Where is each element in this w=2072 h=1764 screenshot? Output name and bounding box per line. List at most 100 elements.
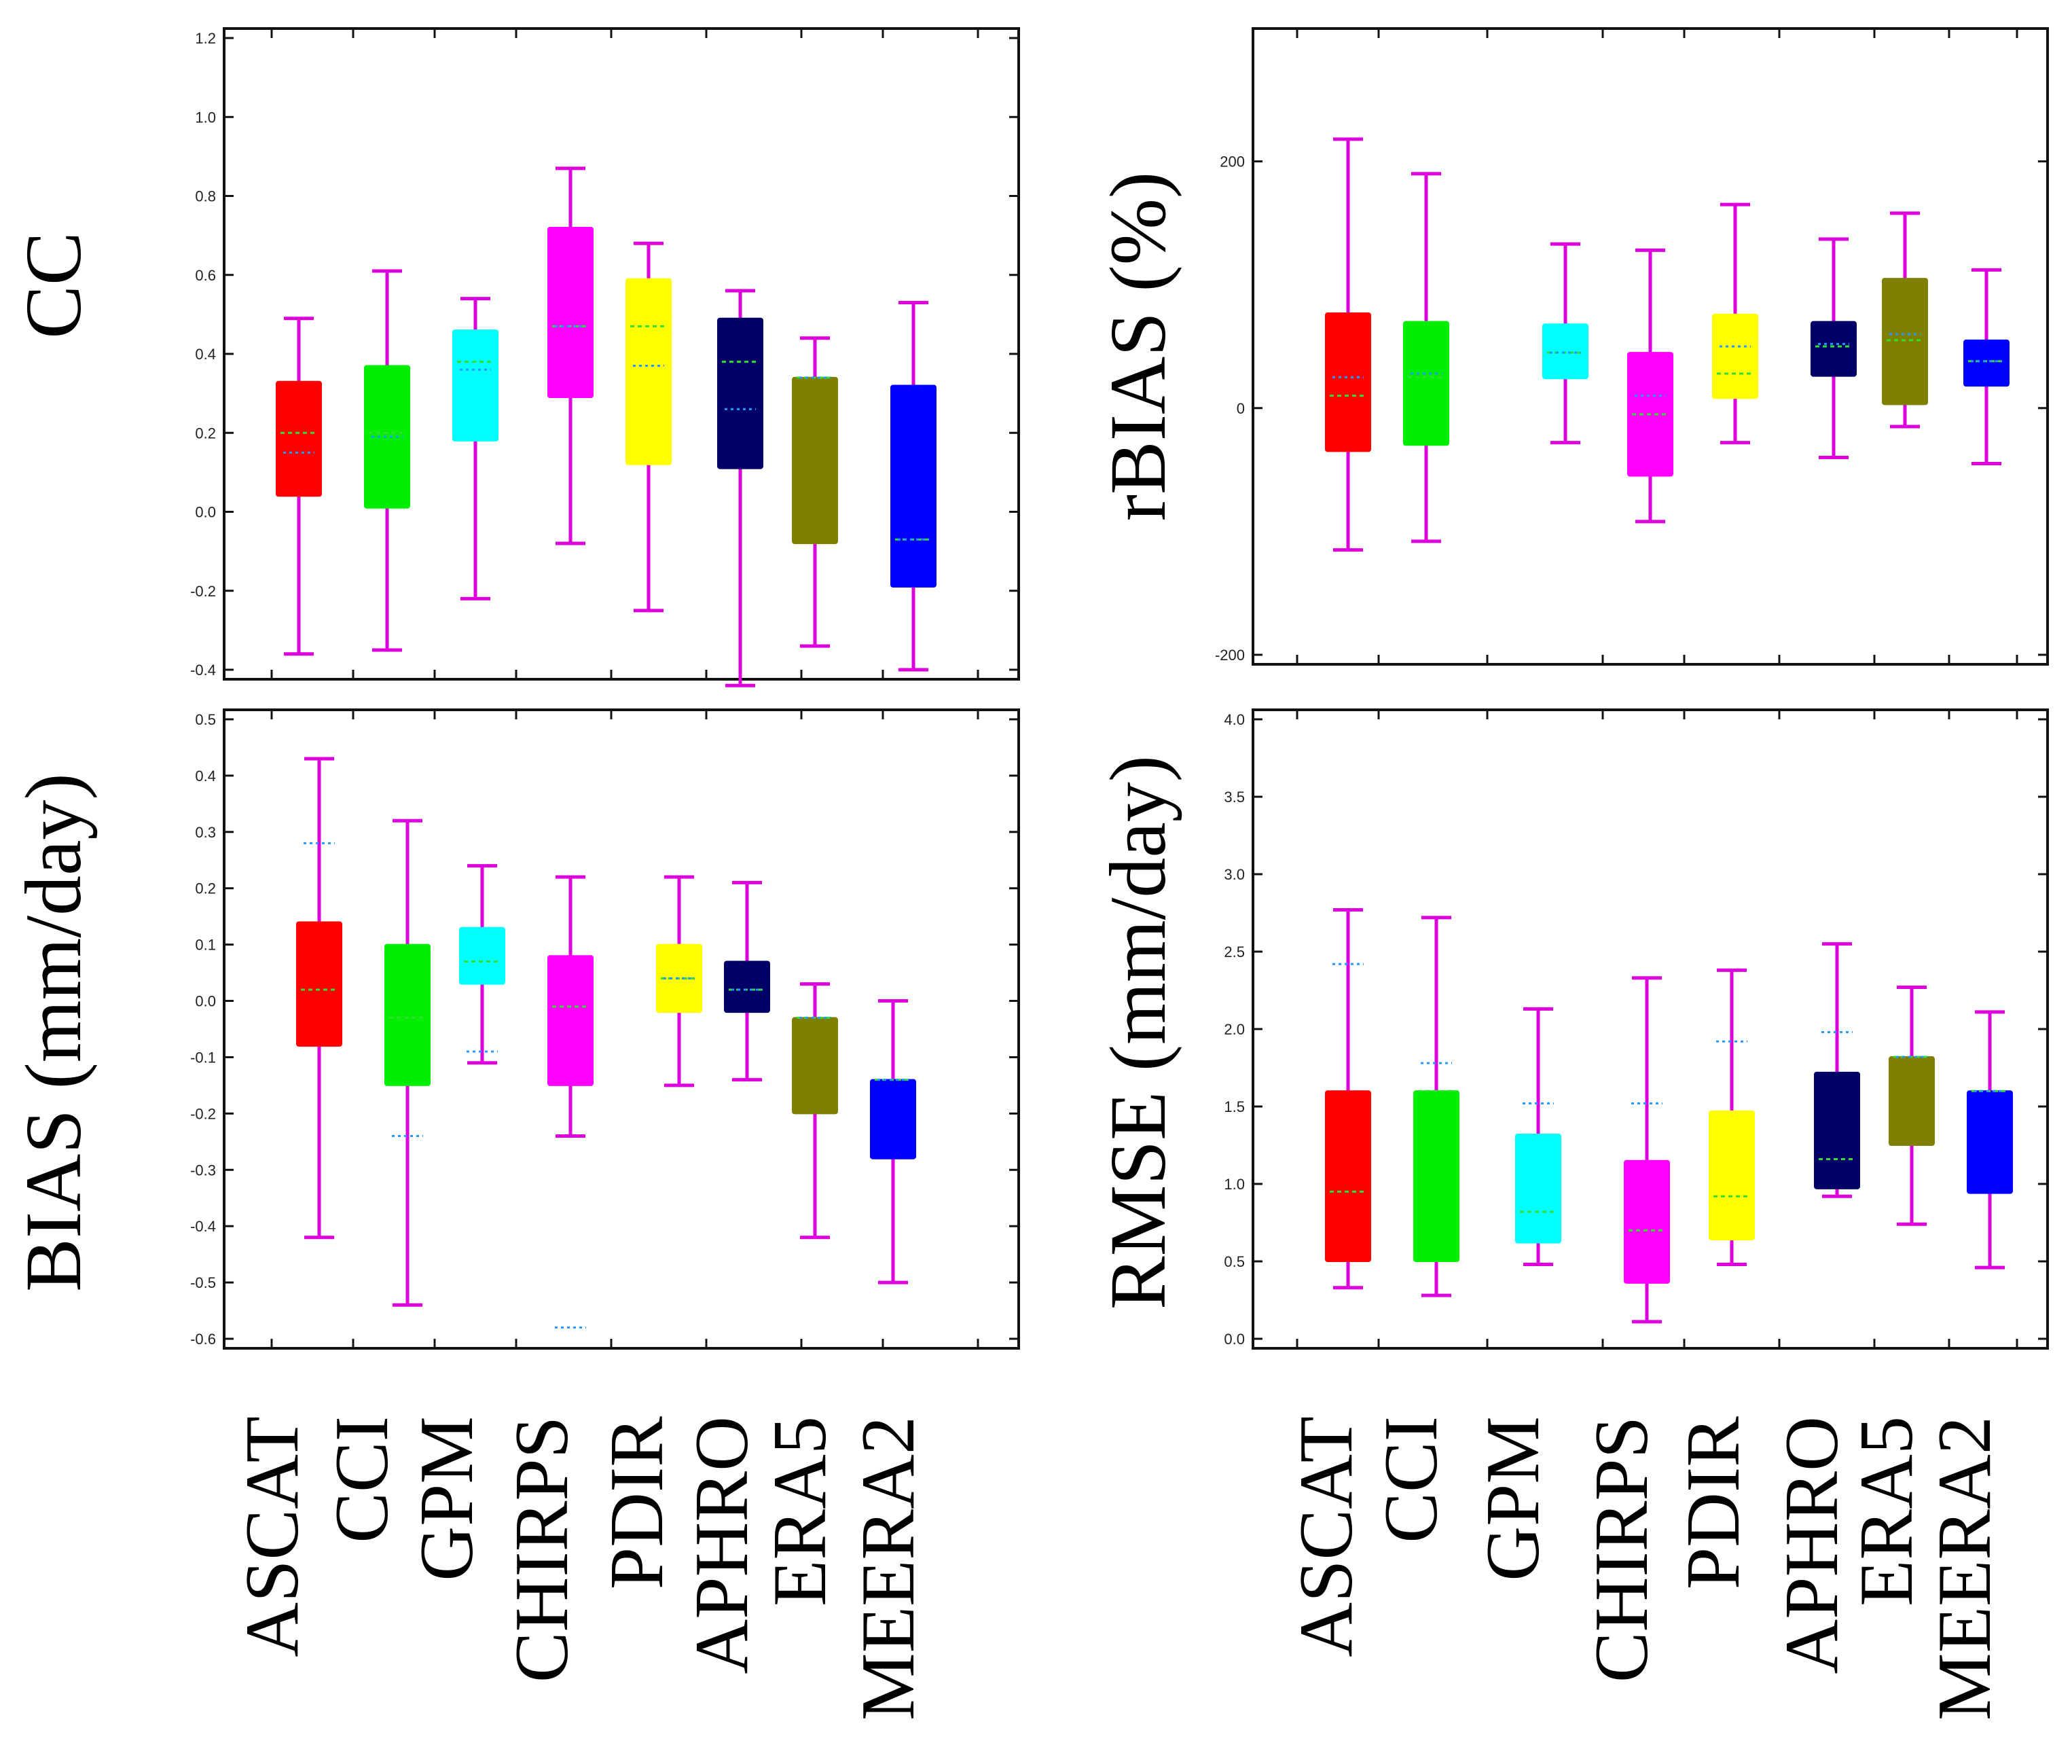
box-cci xyxy=(384,818,431,1307)
y-tick-label: 0.3 xyxy=(195,824,216,841)
y-tick-label: -0.5 xyxy=(190,1274,216,1291)
box-aphro xyxy=(724,880,770,1082)
y-tick-label: 0.2 xyxy=(195,880,216,897)
box-chirps xyxy=(1627,248,1673,524)
panel-3: -0.6 -0.5 -0.4 -0.3 -0.2 -0.1 0.0 0.1 0.2 0.3 0.4 0… xyxy=(9,708,1020,1350)
y-tick-label: 3.5 xyxy=(1224,789,1245,806)
box-body xyxy=(1814,1071,1860,1189)
box-era5 xyxy=(1889,985,1935,1226)
y-tick-label: 4.0 xyxy=(1224,711,1245,728)
y-tick-label: 1.2 xyxy=(195,30,216,47)
category-label-ascat: ASCAT xyxy=(230,1416,314,1657)
box-pdir xyxy=(656,875,702,1087)
box-ascat xyxy=(276,317,322,656)
box-ascat xyxy=(1325,137,1371,552)
category-label-gpm: GPM xyxy=(405,1416,489,1581)
category-label-chirps: CHIRPS xyxy=(500,1416,584,1682)
y-tick-label: 200 xyxy=(1220,154,1245,170)
box-chirps xyxy=(547,166,594,545)
y-axis-label: rBIAS (%) xyxy=(1093,172,1182,522)
box-gpm xyxy=(1542,242,1588,445)
category-label-aphro: APHRO xyxy=(1770,1416,1854,1674)
y-tick-label: -0.2 xyxy=(190,1105,216,1122)
y-axis-label: CC xyxy=(9,232,98,338)
box-cci xyxy=(1413,916,1459,1297)
box-era5 xyxy=(792,336,838,648)
box-body xyxy=(276,380,322,497)
category-label-meera2: MEERA2 xyxy=(1923,1416,2007,1721)
box-ascat xyxy=(1325,907,1371,1290)
category-label-era5: ERA5 xyxy=(758,1416,842,1606)
box-gpm xyxy=(1515,1007,1561,1267)
box-body xyxy=(1325,1090,1371,1262)
y-tick-label: 0.0 xyxy=(1224,1331,1245,1348)
box-body xyxy=(452,329,498,442)
y-tick-label: 0.2 xyxy=(195,425,216,442)
box-pdir xyxy=(1712,202,1758,445)
box-chirps xyxy=(1624,976,1670,1324)
box-chirps xyxy=(547,875,594,1329)
plot-frame xyxy=(1252,27,2049,666)
box-body xyxy=(547,227,594,398)
y-tick-label: 0.4 xyxy=(195,768,216,785)
box-body xyxy=(1624,1159,1670,1284)
box-body xyxy=(1515,1134,1561,1244)
box-body xyxy=(1325,312,1371,452)
category-label-chirps: CHIRPS xyxy=(1580,1416,1664,1682)
y-tick-label: 1.0 xyxy=(1224,1176,1245,1193)
box-cci xyxy=(1403,172,1449,543)
y-tick-label: -200 xyxy=(1215,647,1245,664)
y-tick-label: -0.3 xyxy=(190,1162,216,1178)
box-body xyxy=(717,317,763,469)
box-meera2 xyxy=(890,300,937,672)
y-tick-label: 0.6 xyxy=(195,267,216,284)
panel-2: -200 0 200 rBIAS (%) xyxy=(1093,27,2049,666)
box-gpm xyxy=(459,864,505,1065)
category-label-pdir: PDIR xyxy=(1671,1416,1756,1589)
box-ascat xyxy=(296,757,342,1240)
category-label-cci: CCI xyxy=(320,1416,404,1543)
box-body xyxy=(792,376,838,544)
category-label-meera2: MEERA2 xyxy=(846,1416,930,1721)
y-tick-label: -0.6 xyxy=(190,1331,216,1348)
y-tick-label: 1.5 xyxy=(1224,1098,1245,1115)
box-body xyxy=(1967,1090,2013,1194)
box-pdir xyxy=(625,241,672,613)
plot-frame xyxy=(223,708,1020,1350)
box-body xyxy=(870,1079,916,1159)
y-tick-label: 2.5 xyxy=(1224,943,1245,960)
category-label-era5: ERA5 xyxy=(1844,1416,1929,1606)
y-tick-label: 1.0 xyxy=(195,109,216,126)
box-body xyxy=(625,278,672,465)
y-tick-label: 0.4 xyxy=(195,346,216,363)
y-tick-label: -0.4 xyxy=(190,1218,216,1235)
panels: -0.4 -0.2 0.0 0.2 0.4 0.6 0.8 1.0 1.2 CC -200 0 200 r… xyxy=(9,27,2049,1350)
y-tick-label: 0.0 xyxy=(195,504,216,521)
panel-4: 0.0 0.5 1.0 1.5 2.0 2.5 3.0 3.5 4.0 RMSE (mm/day) xyxy=(1093,708,2049,1350)
category-label-ascat: ASCAT xyxy=(1284,1416,1368,1657)
box-era5 xyxy=(1882,211,1928,429)
box-meera2 xyxy=(1963,268,2010,466)
box-body xyxy=(1403,321,1449,446)
box-body xyxy=(459,926,505,985)
y-tick-label: 0.5 xyxy=(195,711,216,728)
y-tick-label: 0.1 xyxy=(195,937,216,954)
box-meera2 xyxy=(870,999,916,1284)
box-meera2 xyxy=(1967,1010,2013,1270)
box-body xyxy=(1889,1056,1935,1147)
box-aphro xyxy=(1814,942,1860,1198)
panel-1: -0.4 -0.2 0.0 0.2 0.4 0.6 0.8 1.0 1.2 CC xyxy=(9,27,1020,687)
box-body xyxy=(1882,278,1928,406)
y-axis-label: BIAS (mm/day) xyxy=(9,773,98,1292)
category-label-pdir: PDIR xyxy=(595,1416,679,1589)
box-body xyxy=(364,365,410,509)
box-era5 xyxy=(792,982,838,1240)
y-tick-label: -0.1 xyxy=(190,1049,216,1066)
box-cci xyxy=(364,269,410,652)
box-aphro xyxy=(717,289,763,687)
y-tick-label: -0.2 xyxy=(190,583,216,600)
box-body xyxy=(890,384,937,588)
box-body xyxy=(792,1017,838,1115)
box-body xyxy=(1709,1110,1755,1241)
